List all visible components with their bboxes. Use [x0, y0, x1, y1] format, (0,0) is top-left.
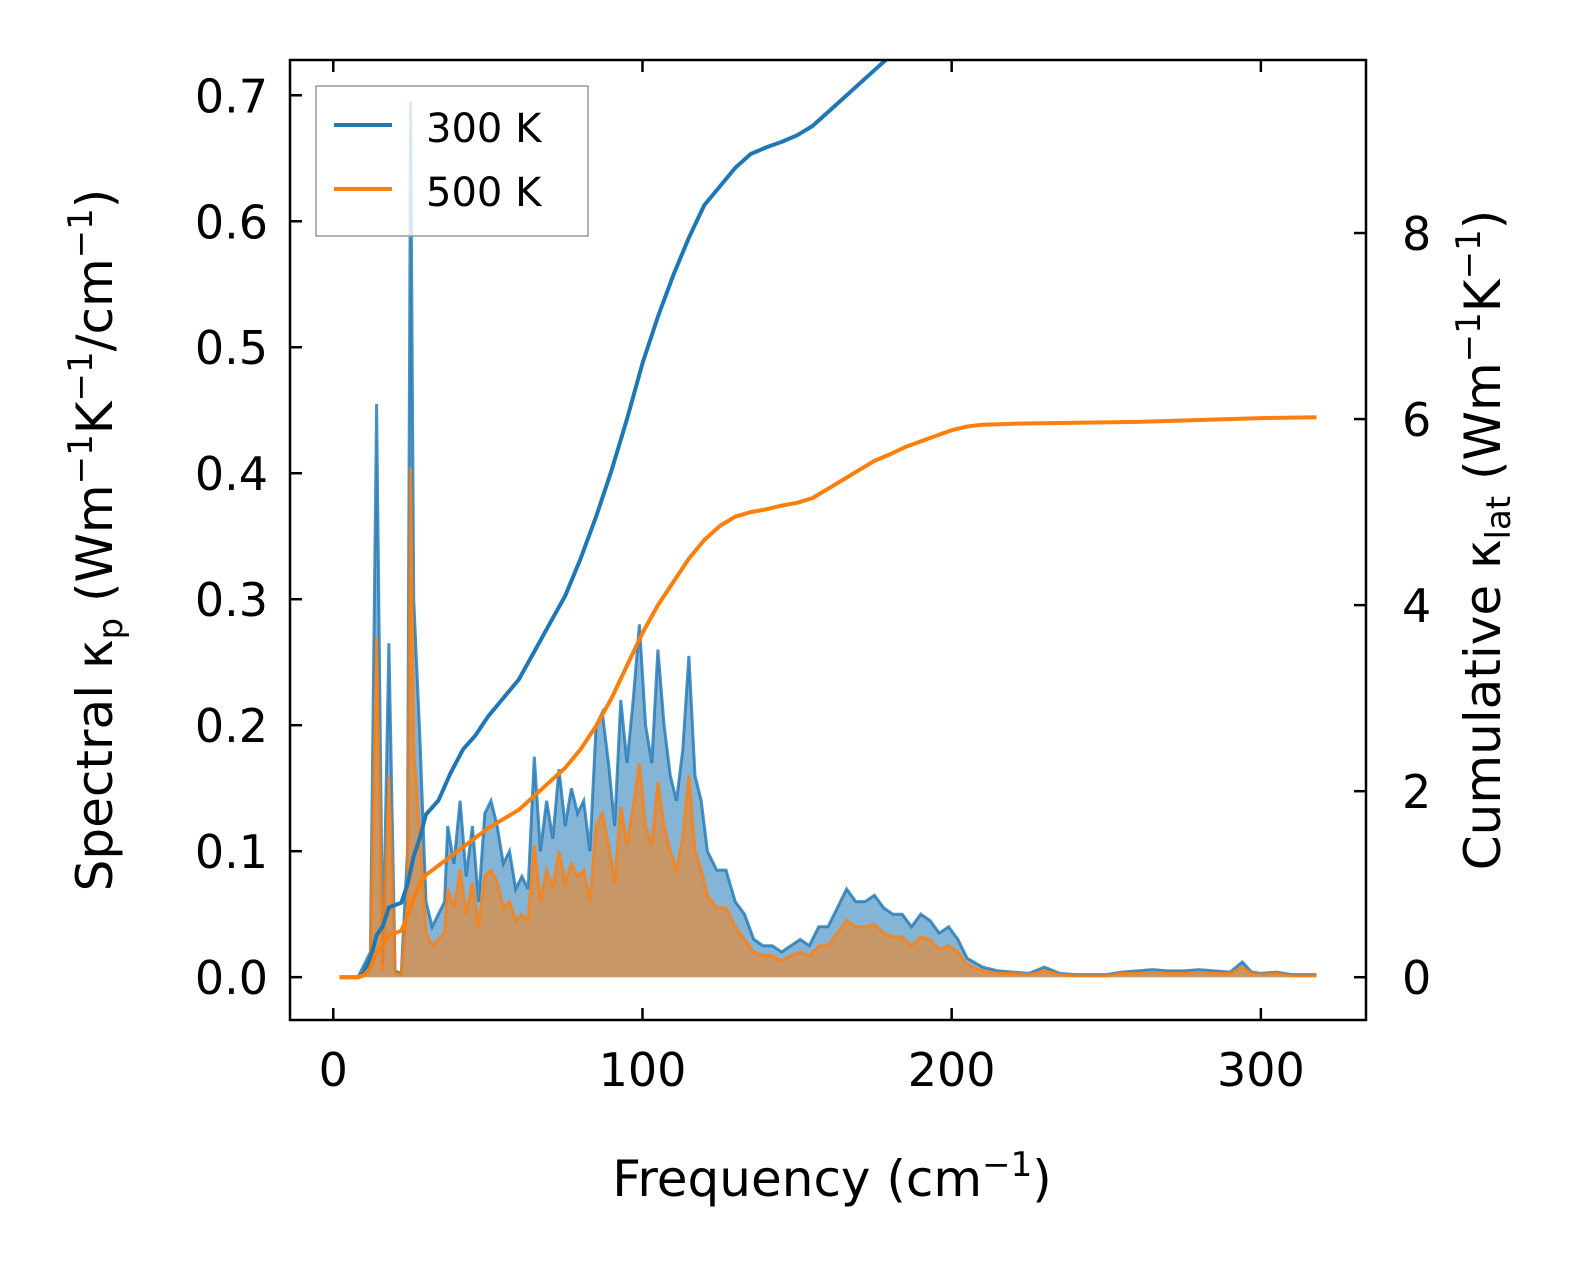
y-left-tick-label: 0.3	[195, 573, 268, 627]
y-left-tick-label: 0.0	[195, 951, 268, 1005]
spectral-line-500k	[339, 466, 1317, 979]
spectral-line-300k	[339, 101, 1317, 979]
y-right-tick-label: 4	[1402, 579, 1431, 633]
y-left-tick-label: 0.5	[195, 321, 268, 375]
x-axis-label: Frequency (cm−1)	[612, 1145, 1052, 1208]
legend-label-300k: 300 K	[426, 106, 543, 152]
x-tick-label: 300	[1217, 1043, 1305, 1097]
x-tick-label: 0	[319, 1043, 348, 1097]
y-left-tick-label: 0.7	[195, 69, 268, 123]
y-left-tick-label: 0.1	[195, 825, 268, 879]
y-right-tick-label: 8	[1402, 207, 1431, 261]
cumulative-line-500k	[339, 415, 1317, 980]
legend: 300 K 500 K	[315, 85, 589, 237]
x-tick-label: 200	[908, 1043, 996, 1097]
cumulative-line-300k	[339, 60, 889, 980]
y-right-tick-label: 2	[1402, 765, 1431, 819]
y-right-tick-label: 0	[1402, 951, 1431, 1005]
ticks-layer: 0 100 200 300 0.0 0.1 0.2 0.3 0.4 0.5 0.6 0.7 0 2 4 6 8	[195, 60, 1431, 1097]
legend-box	[315, 85, 589, 237]
y-right-tick-label: 6	[1402, 393, 1431, 447]
legend-label-500k: 500 K	[426, 170, 543, 216]
series-layer	[339, 60, 1317, 980]
y-left-tick-label: 0.2	[195, 699, 268, 753]
x-tick-label: 100	[599, 1043, 687, 1097]
plot-frame	[288, 58, 1368, 1022]
y-axis-right-label: Cumulative κlat (Wm−1K−1)	[1449, 210, 1519, 870]
y-left-tick-label: 0.6	[195, 195, 268, 249]
y-left-tick-label: 0.4	[195, 447, 268, 501]
y-axis-left-label: Spectral κp (Wm−1K−1/cm−1)	[61, 189, 131, 892]
